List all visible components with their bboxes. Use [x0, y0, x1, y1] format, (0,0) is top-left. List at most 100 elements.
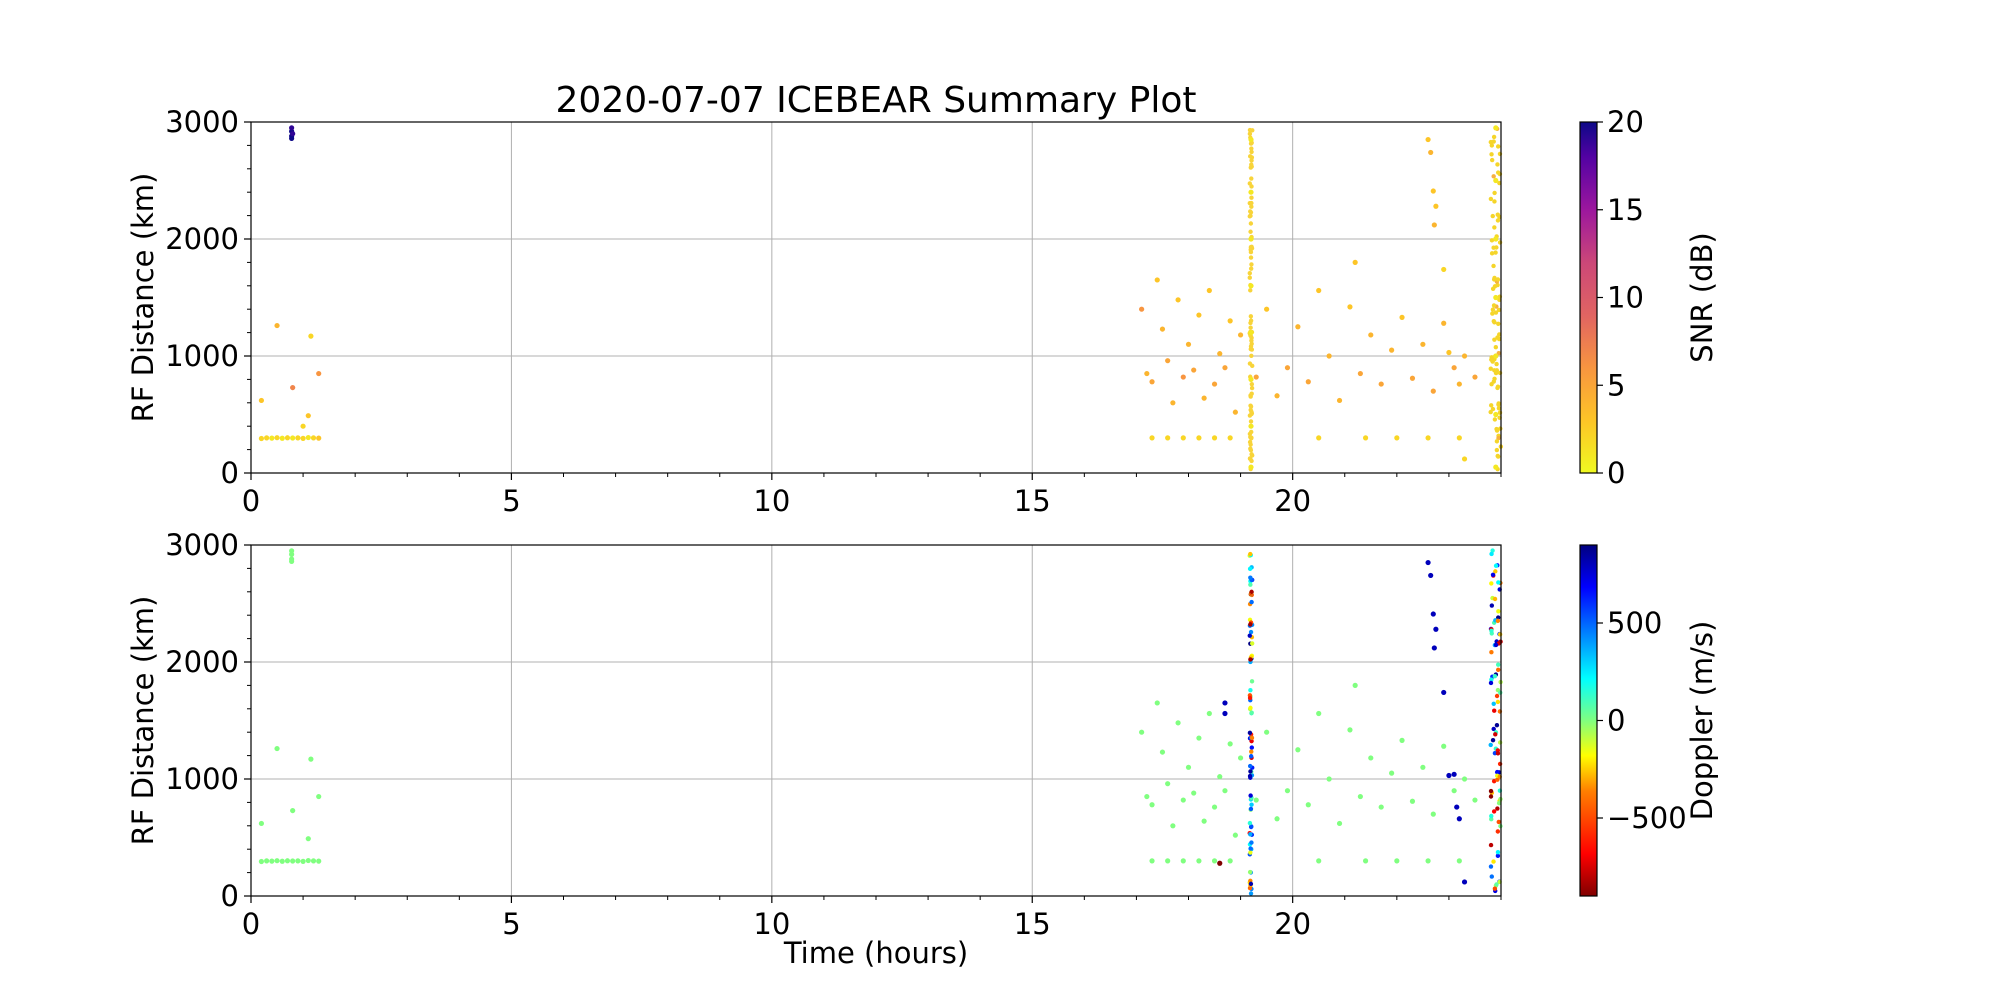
scatter-point: [1495, 699, 1501, 705]
y-axis-label: RF Distance (km): [126, 173, 160, 423]
scatter-point: [1456, 858, 1462, 864]
scatter-point: [1248, 423, 1254, 429]
scatter-point: [258, 397, 265, 404]
scatter-point: [1180, 374, 1186, 380]
scatter-point: [1495, 850, 1501, 855]
scatter-point: [1149, 435, 1155, 441]
scatter-point: [1249, 710, 1254, 715]
scatter-point: [1154, 277, 1160, 283]
scatter-point: [1185, 764, 1192, 770]
scatter-point: [1170, 400, 1176, 406]
scatter-point: [1497, 761, 1503, 767]
scatter-point: [1248, 209, 1253, 214]
scatter-point: [1247, 566, 1253, 572]
scatter-point: [1316, 287, 1322, 294]
scatter-point: [1489, 628, 1494, 633]
scatter-point: [1488, 409, 1493, 415]
scatter-point: [1420, 764, 1426, 770]
scatter-point: [1394, 858, 1400, 864]
scatter-point: [1492, 284, 1498, 289]
scatter-point: [1249, 204, 1254, 209]
scatter-point: [1326, 776, 1332, 782]
scatter-point: [1249, 599, 1254, 605]
scatter-point: [1248, 330, 1254, 336]
scatter-point: [1222, 710, 1228, 717]
scatter-point: [1248, 688, 1253, 693]
scatter-point: [1433, 626, 1439, 632]
scatter-point: [1362, 435, 1369, 441]
scatter-point: [1248, 221, 1254, 226]
doppler-colorbar: −500 0 500 Doppler (m/s): [1579, 544, 1719, 897]
scatter-point: [1496, 615, 1501, 620]
scatter-point: [308, 333, 314, 339]
scatter-point: [1456, 816, 1462, 822]
scatter-point: [1249, 435, 1254, 440]
y-tick-label: 3000: [165, 105, 239, 139]
scatter-point: [1461, 776, 1468, 782]
scatter-point: [1489, 817, 1494, 822]
scatter-point: [1492, 199, 1497, 204]
scatter-point: [1497, 632, 1503, 637]
scatter-point: [1490, 311, 1495, 316]
scatter-point: [1489, 650, 1494, 655]
scatter-point: [1490, 548, 1495, 553]
scatter-point: [1249, 452, 1254, 457]
scatter-point: [1492, 190, 1497, 196]
scatter-point: [1495, 170, 1501, 175]
scatter-point: [1472, 797, 1478, 803]
scatter-point: [1249, 589, 1254, 595]
scatter-point: [1249, 738, 1254, 744]
scatter-point: [1144, 370, 1150, 377]
scatter-point: [1211, 381, 1218, 387]
scatter-point: [1249, 735, 1255, 741]
scatter-point: [1217, 860, 1223, 866]
scatter-point: [1248, 229, 1253, 234]
plot-frame: [250, 544, 1502, 897]
scatter-point: [1490, 572, 1496, 577]
scatter-point: [1496, 321, 1501, 326]
scatter-point: [290, 858, 296, 864]
scatter-point: [274, 858, 280, 864]
scatter-point: [316, 793, 322, 800]
scatter-point: [1492, 368, 1497, 373]
scatter-point: [1247, 763, 1253, 769]
scatter-point: [1496, 609, 1501, 614]
colorbar-gradient: [1579, 544, 1598, 897]
y-tick-label: 3000: [165, 528, 239, 562]
scatter-point: [258, 435, 265, 442]
scatter-point: [1247, 270, 1252, 276]
scatter-point: [1227, 858, 1233, 864]
scatter-point: [310, 858, 317, 864]
scatter-point: [289, 548, 295, 554]
scatter-point: [1441, 689, 1447, 696]
scatter-point: [1139, 306, 1145, 312]
chart-title: 2020-07-07 ICEBEAR Summary Plot: [556, 80, 1197, 121]
scatter-point: [1493, 294, 1499, 301]
scatter-point: [1430, 388, 1436, 394]
x-tick-label: 10: [753, 907, 790, 941]
scatter-point: [1248, 266, 1254, 271]
scatter-point: [290, 807, 296, 814]
scatter-point: [316, 435, 322, 441]
colorbar-tick-label: −500: [1607, 801, 1687, 835]
scatter-point: [1249, 162, 1254, 167]
scatter-point: [1249, 146, 1254, 151]
scatter-point: [1249, 391, 1254, 396]
scatter-point: [1159, 749, 1166, 755]
scatter-point: [1165, 781, 1171, 787]
scatter-point: [1316, 858, 1322, 864]
colorbar-label: SNR (dB): [1685, 232, 1719, 362]
scatter-point: [290, 384, 296, 391]
scatter-point: [1249, 679, 1255, 684]
scatter-point: [1492, 674, 1498, 679]
colorbar-label: Doppler (m/s): [1685, 621, 1719, 821]
scatter-point: [1154, 700, 1160, 706]
scatter-point: [1461, 456, 1468, 462]
scatter-point: [1409, 798, 1416, 804]
scatter-point: [1441, 266, 1447, 273]
scatter-point: [1248, 288, 1253, 293]
scatter-point: [1496, 406, 1502, 411]
plot-frame: [250, 121, 1502, 474]
scatter-point: [1399, 314, 1405, 320]
scatter-point: [1253, 374, 1259, 380]
